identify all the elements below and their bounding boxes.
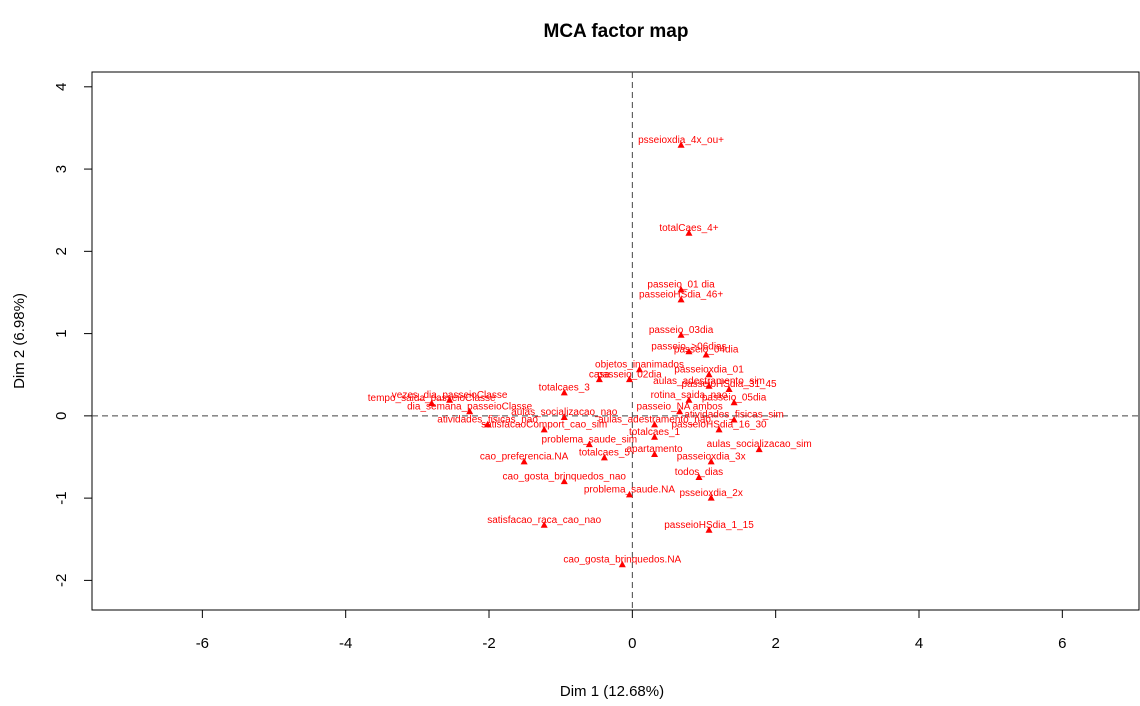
point-label: psseioxdia_4x_ou+	[638, 135, 724, 146]
point	[707, 494, 715, 501]
point-label: passeioHSdia_1_15	[664, 520, 754, 531]
y-axis-label: Dim 2 (6.98%)	[11, 293, 28, 389]
point	[702, 350, 710, 358]
point	[560, 413, 568, 421]
x-tick-label: 0	[628, 635, 636, 652]
point	[618, 560, 626, 568]
point	[677, 295, 685, 303]
point-label: passeioxdia_3x	[677, 452, 746, 463]
point	[651, 450, 659, 458]
point-label: passeioHSdia_31_45	[682, 379, 778, 390]
y-tick-label: -2	[53, 574, 70, 587]
plot-frame	[91, 71, 1140, 611]
y-tick-label: 1	[53, 329, 70, 337]
point-label: totalcaes_1	[629, 427, 681, 438]
point-label: satisfacao_raca_cao_nao	[487, 515, 601, 526]
point-label: passeio_>06dias	[651, 341, 726, 352]
point-label: rotina_saida_nao	[651, 390, 728, 401]
point	[685, 229, 693, 236]
chart-title: MCA factor map	[544, 21, 689, 42]
point	[677, 141, 685, 148]
point-label: passeio_01 dia	[647, 280, 715, 291]
point	[600, 453, 608, 461]
y-tick-label: 3	[53, 165, 70, 173]
point-label: vezes_dia_passeioClasse	[392, 390, 508, 401]
point	[585, 440, 593, 448]
y-tick-label: 0	[53, 412, 70, 420]
point	[695, 473, 703, 481]
point	[730, 398, 738, 406]
point-label: aulas_socializacao_sim	[707, 439, 812, 450]
point-label: passeio_04dia	[674, 345, 739, 356]
point	[625, 490, 633, 498]
point-label: problema_saude.NA	[584, 484, 675, 495]
point	[651, 420, 659, 428]
point-label: passeioxdia_01	[674, 364, 744, 375]
point-label: casa	[589, 369, 611, 380]
x-tick-label: 6	[1058, 635, 1066, 652]
point-label: passeio_05dia	[702, 392, 767, 403]
point	[625, 375, 633, 383]
y-tick-label: 2	[53, 247, 70, 255]
point-label: aulas_adestramento_nao	[598, 415, 711, 426]
point	[446, 396, 454, 403]
point	[685, 347, 693, 355]
x-axis-label: Dim 1 (12.68%)	[560, 683, 664, 700]
point-label: passeio_NA ambos	[637, 401, 723, 412]
point-label: cao_gosta_brinquedos.NA	[563, 554, 681, 565]
point	[676, 407, 684, 415]
point	[705, 526, 713, 533]
point-label: passeioHSdia_16_30	[672, 419, 768, 430]
point-label: todos_dias	[675, 467, 723, 478]
point-label: satisfacaoComport_cao_sim	[481, 419, 607, 430]
point-label: psseioxdia_2x	[679, 488, 742, 499]
point-label: atividades_fisicas_nao	[437, 415, 538, 426]
point	[685, 396, 693, 403]
point	[705, 370, 713, 378]
y-tick-label: 4	[53, 83, 70, 91]
point	[466, 407, 474, 415]
point	[677, 285, 685, 293]
x-tick-label: 2	[771, 635, 779, 652]
point	[520, 457, 528, 465]
x-tick-label: 4	[915, 635, 923, 652]
point	[560, 477, 568, 485]
point-label: totalcaes_5	[579, 447, 631, 458]
point-label: atividades_fisicas_sim	[684, 410, 784, 421]
y-tick-label: -1	[53, 491, 70, 504]
point-label: totalCaes_4+	[659, 223, 718, 234]
point-label: apartamento	[626, 444, 683, 455]
point	[540, 425, 548, 433]
point	[540, 521, 548, 528]
point	[484, 420, 492, 428]
point	[730, 415, 738, 423]
point-label: dia_semana_passeioClasse	[407, 401, 533, 412]
point-label: passeioHSdia_46+	[639, 290, 723, 301]
x-tick-label: -2	[482, 635, 495, 652]
x-tick-label: -4	[339, 635, 352, 652]
point	[595, 375, 603, 383]
point-label: aulas_socializacao_nao	[511, 407, 618, 418]
point-label: cao_gosta_brinquedos_nao	[503, 471, 627, 482]
point	[725, 385, 733, 393]
point	[707, 457, 715, 465]
point	[755, 445, 763, 453]
point-label: cao_preferencia.NA	[480, 452, 569, 463]
point-label: aulas_adestramento_sim	[653, 376, 765, 387]
point	[636, 365, 644, 373]
point	[428, 399, 436, 407]
point-label: passeio_02dia	[597, 369, 662, 380]
point-label: problema_saude_sim	[542, 434, 638, 445]
x-tick-label: -6	[196, 635, 209, 652]
point	[677, 331, 685, 338]
point	[651, 433, 659, 440]
point-label: objetos_inanimados	[595, 359, 684, 370]
point-label: passeio_03dia	[649, 325, 714, 336]
point	[705, 382, 713, 389]
point-label: totalcaes_3	[539, 382, 591, 393]
point-label: tempo_saida_passeioClasse	[368, 393, 496, 404]
point	[560, 388, 568, 396]
point	[715, 425, 723, 433]
